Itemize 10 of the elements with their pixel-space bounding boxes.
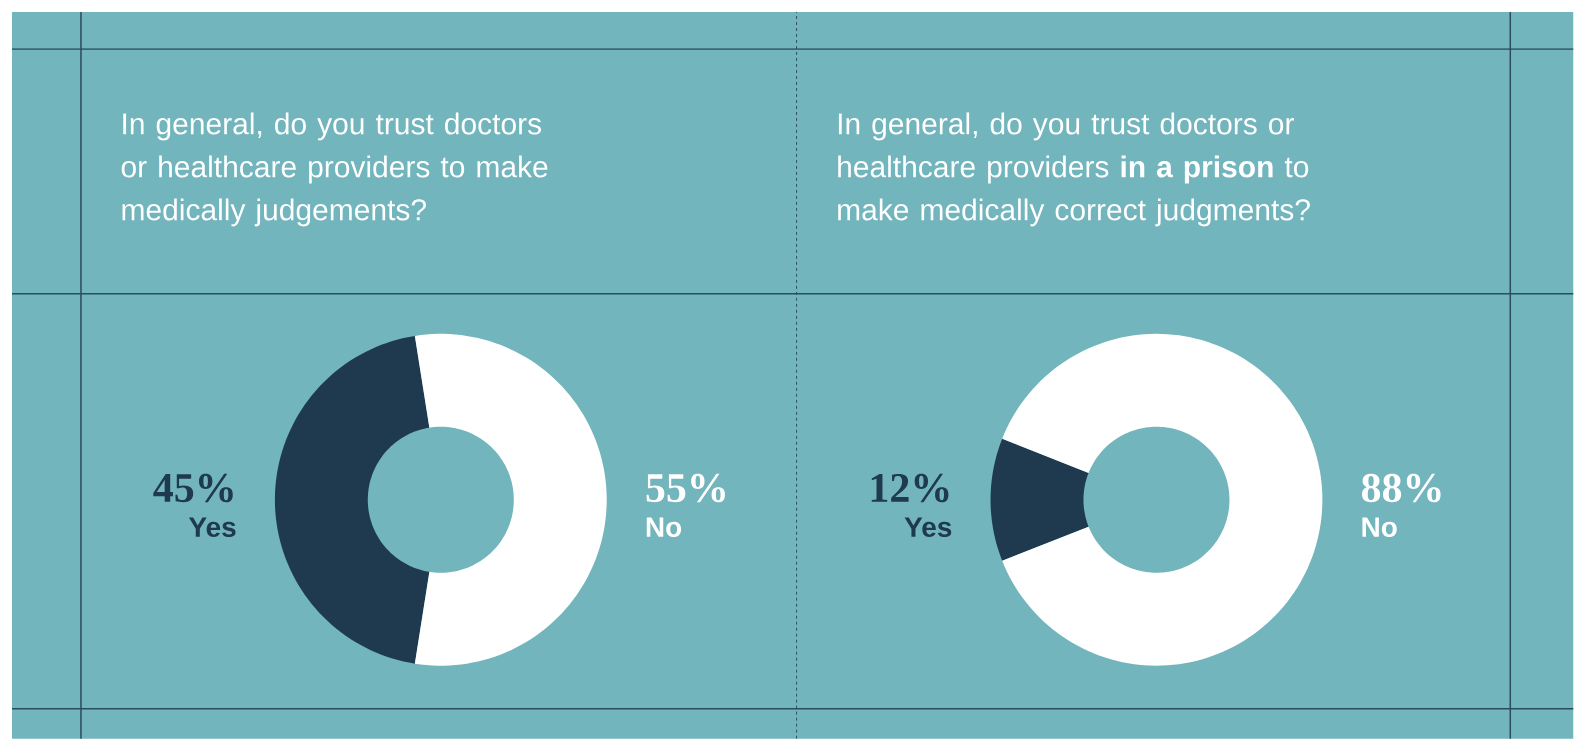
slice-label: No [1362, 517, 1397, 537]
data-label: 88% [1361, 473, 1441, 503]
slice-label: Yes [904, 517, 952, 537]
data-label: 55% [646, 473, 725, 503]
slice-label: No [646, 517, 682, 537]
chart-title: In general, do you trust doctors or healthcare providers to make medically judgements? [121, 112, 548, 227]
slice-label: Yes [188, 517, 236, 537]
data-label: 45% [153, 473, 233, 503]
chart-title: In general, do you trust doctors or healthcare providers in a prison to make medically correct judgments? [838, 112, 1310, 227]
data-label: 12% [871, 473, 949, 503]
